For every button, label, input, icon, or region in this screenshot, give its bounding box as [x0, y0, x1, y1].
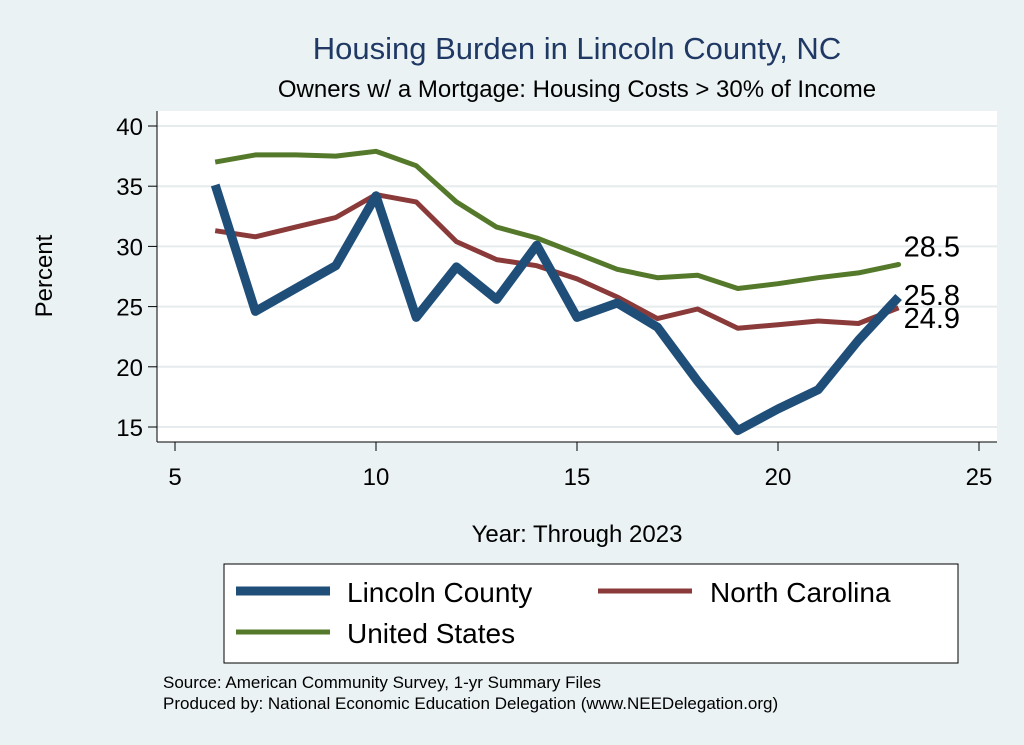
- series-lines: [210, 148, 902, 436]
- x-tick-label: 25: [966, 464, 993, 491]
- source-line-1: Source: American Community Survey, 1-yr …: [163, 673, 601, 692]
- y-tick-label: 35: [116, 174, 143, 201]
- y-tick-label: 15: [116, 415, 143, 442]
- end-label-north-carolina: 24.9: [904, 303, 960, 335]
- x-axis-label: Year: Through 2023: [472, 521, 683, 548]
- series-end-point-united-states: [896, 261, 902, 267]
- x-tick-label: 15: [564, 464, 591, 491]
- y-tick-label: 25: [116, 295, 143, 322]
- legend-label-north-carolina: North Carolina: [710, 577, 891, 608]
- legend-label-lincoln-county: Lincoln County: [347, 577, 532, 608]
- y-tick-label: 40: [116, 114, 143, 141]
- x-tick-label: 20: [765, 464, 792, 491]
- x-ticks: 5 10 15 20 25: [168, 442, 992, 491]
- legend-box: [223, 563, 959, 664]
- source-line-2: Produced by: National Economic Education…: [163, 694, 778, 713]
- x-tick-label: 10: [363, 464, 390, 491]
- chart-title: Housing Burden in Lincoln County, NC: [313, 31, 841, 66]
- series-line-lincoln-county: [210, 183, 902, 436]
- end-labels: 25.824.9 28.5: [904, 231, 960, 334]
- end-label-united-states: 28.5: [904, 231, 960, 263]
- legend-label-united-states: United States: [347, 618, 515, 649]
- y-tick-label: 20: [116, 355, 143, 382]
- end-label-lincoln-county: 25.8: [904, 280, 960, 312]
- gridlines: [157, 125, 997, 428]
- y-ticks: 15 20 25 30 35 40: [116, 114, 157, 442]
- series-line-united-states: [214, 148, 900, 291]
- y-tick-label: 30: [116, 234, 143, 261]
- x-tick-label: 5: [168, 464, 181, 491]
- y-axis-label: Percent: [31, 234, 58, 317]
- chart-subtitle: Owners w/ a Mortgage: Housing Costs > 30…: [278, 76, 876, 103]
